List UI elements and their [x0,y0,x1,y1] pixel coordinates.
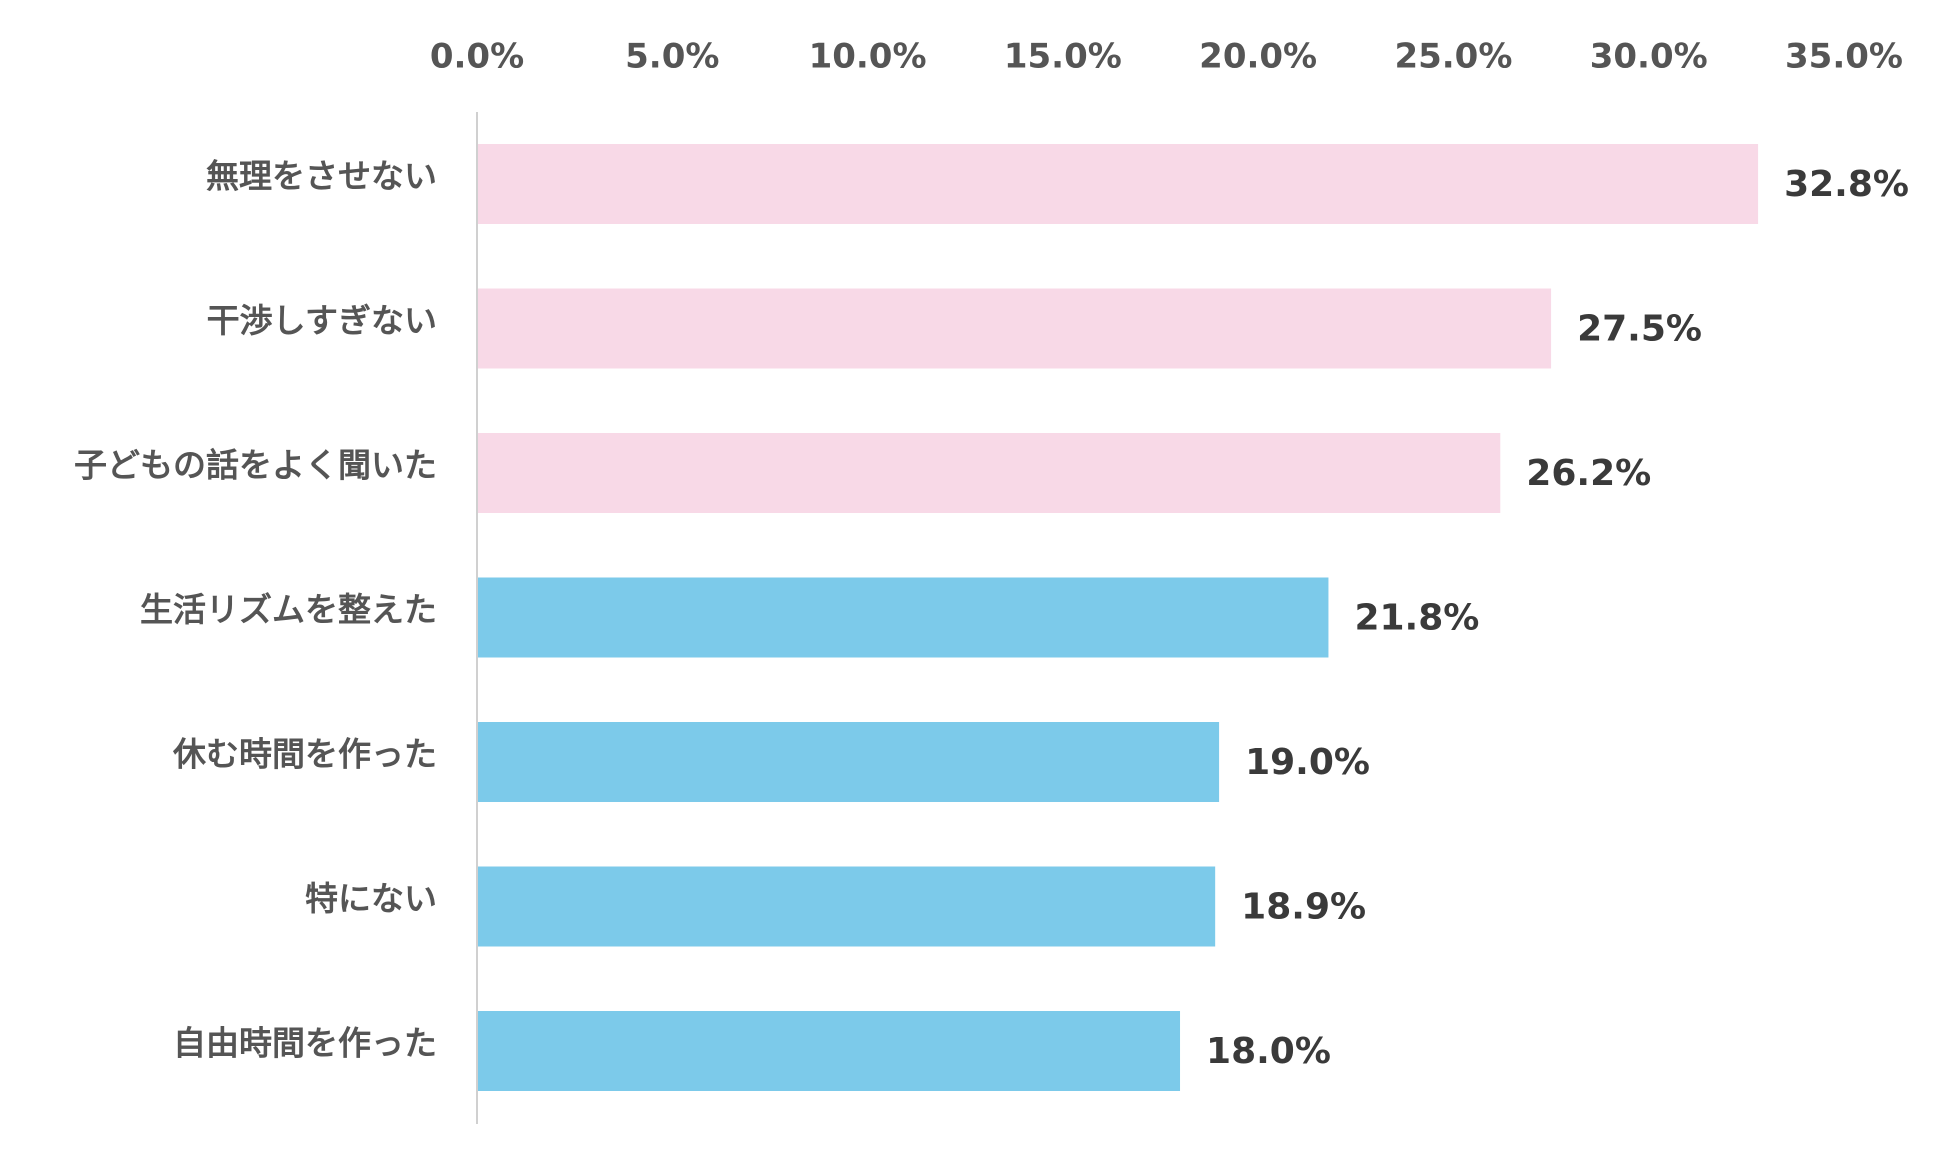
data-label: 32.8% [1784,164,1909,205]
category-label: 休む時間を作った [172,735,437,774]
data-label: 26.2% [1526,453,1651,494]
x-tick-label: 15.0% [1004,37,1122,77]
x-tick-label: 30.0% [1590,37,1708,77]
x-tick-label: 0.0% [430,37,524,77]
bar [478,866,1216,947]
data-label: 21.8% [1354,598,1479,639]
bar [478,433,1501,513]
category-label: 子どもの話をよく聞いた [74,446,437,485]
data-label: 18.0% [1206,1031,1331,1072]
category-label: 特にない [305,879,437,918]
category-label: 無理をさせない [206,157,437,196]
data-label: 27.5% [1577,309,1702,350]
x-tick-label: 35.0% [1785,37,1903,77]
x-tick-label: 10.0% [809,37,927,77]
bar [478,144,1759,224]
x-tick-label: 20.0% [1199,37,1317,77]
category-label: 生活リズムを整えた [140,590,437,629]
data-label: 18.9% [1241,887,1366,928]
bar [478,1011,1181,1091]
category-label: 干渉しすぎない [207,301,437,340]
x-tick-label: 25.0% [1394,37,1512,77]
category-label: 自由時間を作った [173,1024,437,1063]
bar [478,722,1220,802]
bar [478,288,1552,369]
bar [478,577,1329,658]
data-label: 19.0% [1245,742,1370,783]
x-tick-label: 5.0% [625,37,719,77]
